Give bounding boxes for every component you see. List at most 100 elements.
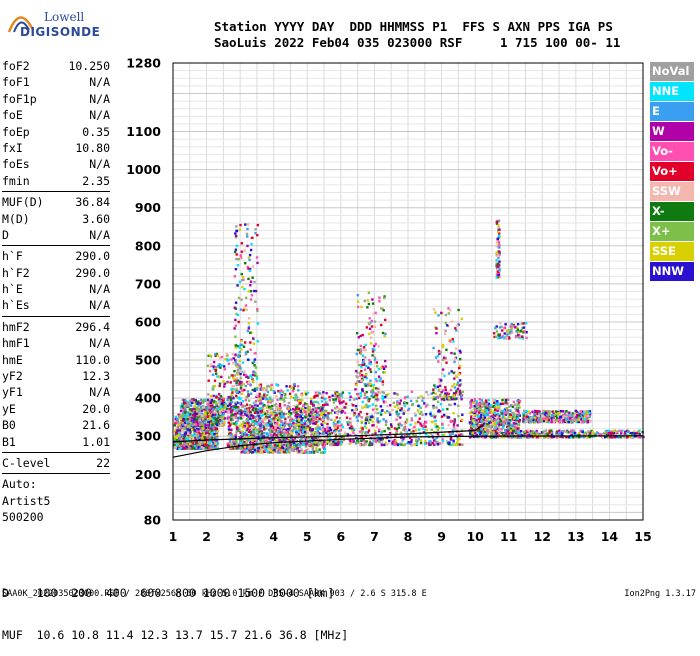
echo-point: [246, 411, 248, 413]
echo-point: [354, 409, 356, 411]
echo-point: [259, 397, 261, 399]
echo-point: [375, 387, 377, 389]
echo-point: [353, 440, 355, 442]
echo-point: [360, 352, 362, 354]
echo-point: [283, 435, 285, 437]
echo-point: [249, 451, 251, 453]
echo-point: [234, 374, 236, 376]
echo-point: [443, 395, 445, 397]
echo-point: [323, 441, 325, 443]
echo-point: [393, 402, 395, 404]
echo-point: [422, 425, 424, 427]
echo-point: [388, 440, 390, 442]
echo-point: [320, 451, 322, 453]
echo-point: [198, 413, 200, 415]
echo-point: [449, 404, 451, 406]
echo-point: [254, 446, 256, 448]
echo-point: [362, 355, 364, 357]
echo-point: [236, 253, 238, 255]
echo-point: [292, 422, 294, 424]
echo-point: [400, 399, 402, 401]
echo-point: [252, 409, 254, 411]
echo-point: [297, 447, 299, 449]
echo-point: [333, 444, 335, 446]
echo-point: [401, 407, 403, 409]
echo-point: [236, 230, 238, 232]
echo-point: [230, 429, 232, 431]
echo-point: [211, 429, 213, 431]
echo-point: [301, 394, 303, 396]
echo-point: [260, 448, 262, 450]
echo-point: [256, 256, 258, 258]
echo-point: [192, 447, 194, 449]
echo-point: [207, 393, 209, 395]
echo-point: [215, 369, 217, 371]
echo-point: [231, 385, 233, 387]
echo-point: [249, 254, 251, 256]
echo-point: [386, 410, 388, 412]
echo-point: [429, 440, 431, 442]
echo-point: [185, 416, 187, 418]
echo-point: [442, 359, 444, 361]
echo-point: [441, 442, 443, 444]
echo-point: [233, 422, 235, 424]
echo-point: [403, 444, 405, 446]
echo-point: [333, 401, 335, 403]
echo-point: [236, 245, 238, 247]
echo-point: [441, 391, 443, 393]
echo-point: [254, 358, 256, 360]
echo-point: [457, 381, 459, 383]
echo-point: [246, 404, 248, 406]
echo-point: [276, 399, 278, 401]
echo-point: [339, 425, 341, 427]
echo-point: [253, 431, 255, 433]
echo-point: [358, 336, 360, 338]
echo-point: [210, 364, 212, 366]
echo-point: [264, 413, 266, 415]
echo-point: [181, 430, 183, 432]
echo-point: [209, 409, 211, 411]
echo-point: [365, 349, 367, 351]
echo-point: [378, 441, 380, 443]
echo-point: [248, 317, 250, 319]
echo-point: [410, 400, 412, 402]
echo-point: [337, 441, 339, 443]
echo-point: [372, 409, 374, 411]
echo-point: [334, 432, 336, 434]
echo-point: [452, 340, 454, 342]
echo-point: [221, 414, 223, 416]
echo-point: [341, 401, 343, 403]
echo-point: [360, 345, 362, 347]
echo-point: [450, 352, 452, 354]
echo-point: [214, 417, 216, 419]
echo-point: [270, 407, 272, 409]
echo-point: [443, 414, 445, 416]
echo-point: [408, 441, 410, 443]
echo-point: [189, 408, 191, 410]
echo-point: [361, 389, 363, 391]
echo-point: [195, 419, 197, 421]
echo-point: [435, 332, 437, 334]
echo-point: [303, 410, 305, 412]
echo-point: [329, 427, 331, 429]
echo-point: [238, 425, 240, 427]
echo-point: [237, 369, 239, 371]
echo-point: [309, 451, 311, 453]
echo-point: [331, 443, 333, 445]
echo-point: [173, 438, 175, 440]
echo-point: [235, 436, 237, 438]
echo-point: [425, 391, 427, 393]
echo-point: [257, 224, 259, 226]
echo-point: [256, 234, 258, 236]
echo-point: [260, 451, 262, 453]
echo-point: [227, 405, 229, 407]
echo-point: [241, 279, 243, 281]
echo-point: [454, 444, 456, 446]
echo-point: [334, 426, 336, 428]
echo-point: [448, 424, 450, 426]
echo-point: [207, 403, 209, 405]
echo-point: [241, 286, 243, 288]
echo-point: [187, 411, 189, 413]
echo-point: [255, 366, 257, 368]
echo-point: [372, 403, 374, 405]
